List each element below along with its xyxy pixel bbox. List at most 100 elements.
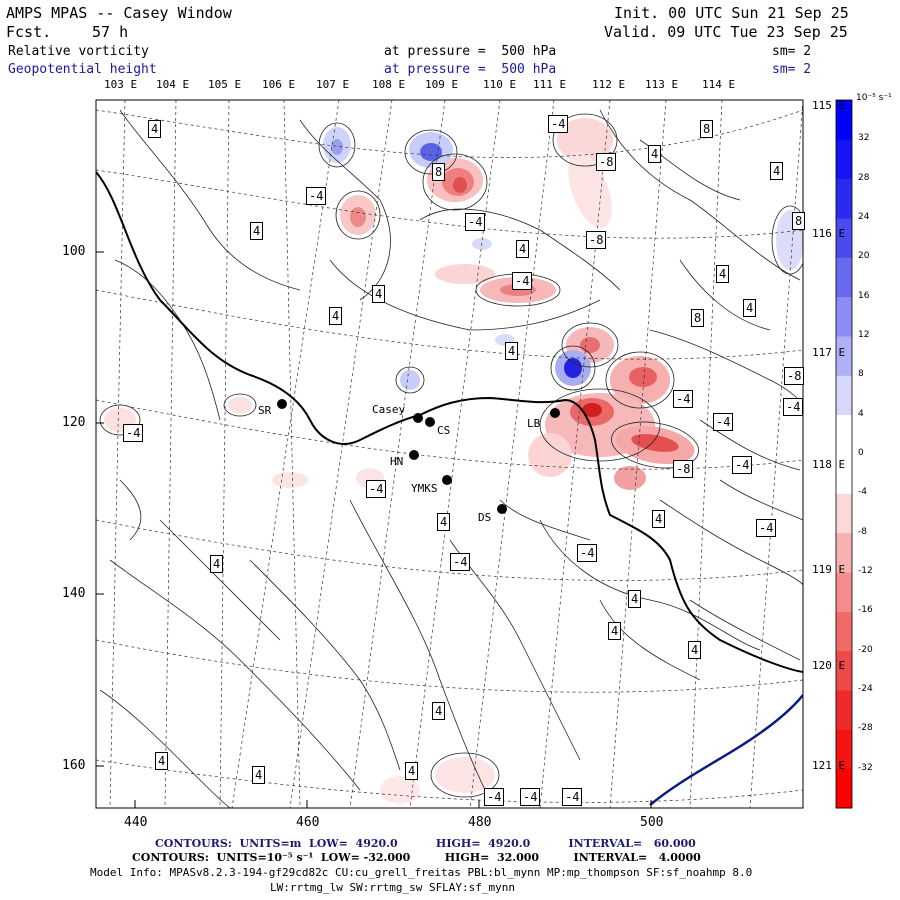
- contour-label: -8: [596, 153, 617, 171]
- right-lon-label: 116 E: [812, 227, 846, 240]
- vorticity-shading: [104, 118, 803, 804]
- y-tick-160: 160: [62, 758, 86, 773]
- contour-label: -8: [673, 460, 694, 478]
- contour-label: 4: [688, 641, 702, 659]
- colorbar-segment: [836, 336, 852, 376]
- contour-label: -8: [784, 367, 805, 385]
- contour-label: 4: [716, 265, 730, 283]
- colorbar-segment: [836, 650, 852, 691]
- contour-label: -4: [713, 413, 734, 431]
- colorbar-segment: [836, 454, 852, 494]
- top-lon-label: 112 E: [592, 78, 626, 91]
- contour-label: -4: [756, 519, 777, 537]
- colorbar-level-label: -28: [858, 723, 873, 734]
- station-markers: [277, 399, 560, 514]
- right-lon-label: 119 E: [812, 563, 846, 576]
- footer-radiation-info: LW:rrtmg_lw SW:rrtmg_sw SFLAY:sf_mynn: [270, 881, 516, 894]
- contour-label: -4: [123, 424, 144, 442]
- colorbar-level-label: 32: [858, 133, 870, 144]
- colorbar-level-label: -20: [858, 644, 873, 655]
- top-lon-label: 113 E: [645, 78, 679, 91]
- plot-title: AMPS MPAS -- Casey Window: [6, 4, 232, 22]
- x-tick-480: 480: [468, 815, 492, 830]
- contour-label: -4: [783, 398, 804, 416]
- contour-label: -8: [586, 231, 607, 249]
- contour-label: -4: [548, 115, 569, 133]
- contour-label: 4: [372, 285, 386, 303]
- colorbar-segment: [836, 493, 852, 534]
- colorbar-segment: [836, 100, 852, 140]
- top-lon-label: 110 E: [483, 78, 517, 91]
- field1-name: Relative vorticity: [8, 44, 149, 59]
- colorbar-level-label: 4: [858, 408, 864, 419]
- contour-label: -4: [366, 480, 387, 498]
- contour-label: 4: [608, 622, 622, 640]
- top-lon-label: 105 E: [208, 78, 242, 91]
- footer-vorticity-contours: CONTOURS: UNITS=10⁻⁵ s⁻¹ LOW= -32.000 HI…: [132, 851, 701, 864]
- contour-label: -4: [512, 272, 533, 290]
- map-field: [96, 100, 803, 808]
- contour-label: -4: [450, 553, 471, 571]
- coastline: [96, 171, 803, 673]
- y-tick-120: 120: [62, 415, 86, 430]
- contour-label: -4: [465, 213, 486, 231]
- field1-smoothing: sm= 2: [772, 44, 812, 59]
- contour-label: 4: [505, 342, 519, 360]
- contour-label: 4: [432, 702, 446, 720]
- y-tick-140: 140: [62, 586, 86, 601]
- top-lon-label: 114 E: [702, 78, 736, 91]
- contour-label: 4: [252, 766, 266, 784]
- right-lon-label: 118 E: [812, 458, 846, 471]
- contour-label: -4: [562, 788, 583, 806]
- colorbar-level-label: -12: [858, 566, 873, 576]
- forecast-hour: 57 h: [92, 23, 129, 41]
- colorbar-level-label: -16: [858, 605, 873, 616]
- contour-label: 4: [329, 307, 343, 325]
- top-lon-label: 109 E: [425, 78, 459, 91]
- contour-label: 8: [691, 309, 705, 327]
- valid-time: Valid. 09 UTC Tue 23 Sep 25: [604, 23, 848, 41]
- contour-label: 8: [432, 163, 446, 181]
- colorbar: [835, 99, 853, 809]
- colorbar-segment: [836, 768, 852, 809]
- y-tick-100: 100: [62, 244, 86, 259]
- right-lon-label: 120 E: [812, 659, 846, 672]
- colorbar-level-label: -4: [858, 487, 867, 498]
- contour-label: 4: [648, 145, 662, 163]
- colorbar-segment: [836, 257, 852, 298]
- forecast-label: Fcst.: [6, 23, 52, 41]
- station-label-ds: DS: [478, 511, 492, 524]
- colorbar-level-label: 28: [858, 172, 870, 183]
- right-lon-label: 117 E: [812, 346, 846, 359]
- contour-label: 4: [743, 299, 757, 317]
- colorbar-segment: [836, 611, 852, 652]
- colorbar-level-label: 8: [858, 369, 864, 380]
- station-label-lb: LB: [527, 417, 541, 430]
- field1-level: at pressure = 500 hPa: [384, 44, 557, 59]
- contour-label: 4: [770, 162, 784, 180]
- colorbar-segment: [836, 139, 852, 180]
- contour-label: -4: [732, 456, 753, 474]
- station-label-casey: Casey: [372, 403, 406, 416]
- colorbar-segment: [836, 414, 852, 455]
- x-tick-500: 500: [640, 815, 664, 830]
- contour-label: 4: [652, 510, 666, 528]
- contour-label: 4: [155, 752, 169, 770]
- top-lon-label: 107 E: [316, 78, 350, 91]
- contour-label: 8: [700, 120, 714, 138]
- contour-label: 4: [628, 590, 642, 608]
- colorbar-segment: [836, 690, 852, 730]
- contour-label: 4: [437, 513, 451, 531]
- top-lon-label: 111 E: [533, 78, 567, 91]
- contour-label: -4: [577, 544, 598, 562]
- contour-label: 4: [516, 240, 530, 258]
- colorbar-segment: [836, 375, 852, 416]
- top-lon-label: 108 E: [372, 78, 406, 91]
- colorbar-level-label: -8: [858, 526, 867, 537]
- contour-label: -4: [520, 788, 541, 806]
- field2-level: at pressure = 500 hPa: [384, 62, 557, 77]
- station-label-cs: CS: [437, 424, 451, 437]
- footer-height-contours: CONTOURS: UNITS=m LOW= 4920.0 HIGH= 4920…: [155, 837, 696, 850]
- plot-frame: [95, 99, 804, 809]
